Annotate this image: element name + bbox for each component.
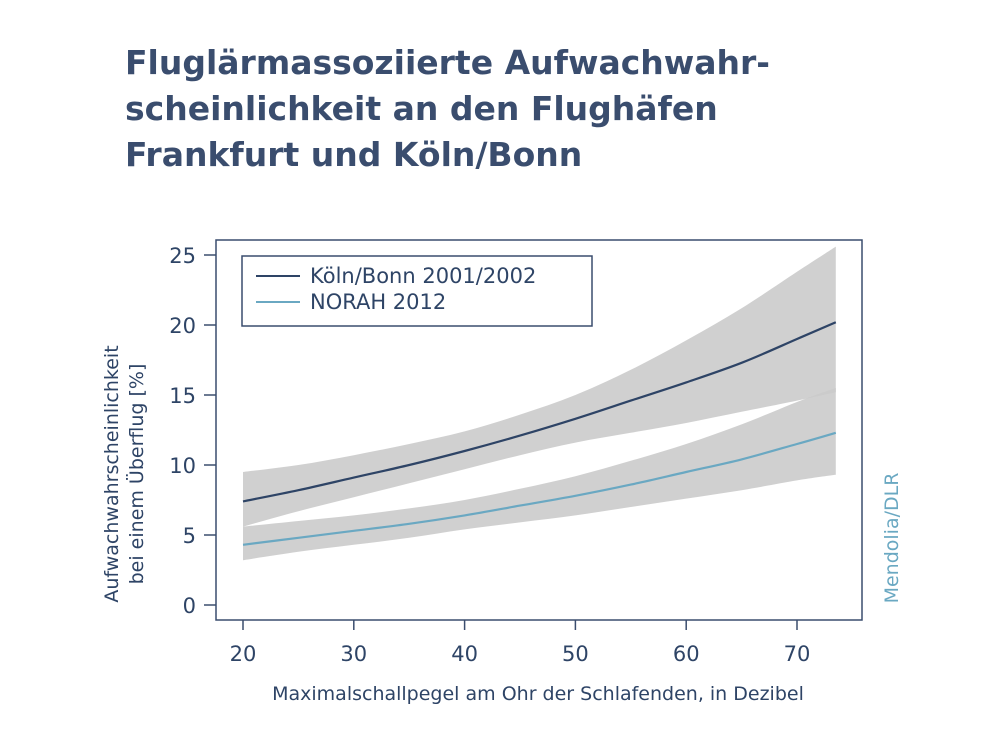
title-line-2: scheinlichkeit an den Flughäfen bbox=[125, 89, 718, 128]
y-tick-label: 15 bbox=[169, 384, 196, 408]
series-lines bbox=[242, 321, 837, 546]
chart-title: Fluglärmassoziierte Aufwachwahr- scheinl… bbox=[125, 40, 945, 178]
x-tick-label: 70 bbox=[784, 642, 811, 666]
confidence-band-norah bbox=[243, 388, 836, 561]
legend-label-norah: NORAH 2012 bbox=[310, 290, 446, 314]
x-tick-label: 60 bbox=[673, 642, 700, 666]
plot-frame bbox=[215, 239, 863, 621]
y-axis-label-line-1: Aufwachwahrscheinlichkeit bbox=[101, 345, 123, 602]
x-tick-label: 40 bbox=[451, 642, 478, 666]
title-line-1: Fluglärmassoziierte Aufwachwahr- bbox=[125, 43, 770, 82]
series-line-norah bbox=[242, 431, 837, 546]
y-tick-label: 25 bbox=[169, 244, 196, 268]
legend: Köln/Bonn 2001/2002 NORAH 2012 bbox=[241, 255, 593, 327]
legend-label-koeln-bonn: Köln/Bonn 2001/2002 bbox=[310, 264, 536, 288]
x-tick-label: 30 bbox=[340, 642, 367, 666]
x-tick-label: 50 bbox=[562, 642, 589, 666]
y-axis-ticks: 0 5 10 15 20 25 bbox=[169, 244, 216, 618]
y-tick-label: 0 bbox=[183, 594, 196, 618]
x-tick-label: 20 bbox=[230, 642, 257, 666]
legend-box bbox=[241, 255, 593, 327]
series-line-koeln-bonn bbox=[242, 321, 837, 503]
x-axis-label: Maximalschallpegel am Ohr der Schlafende… bbox=[272, 683, 804, 705]
y-tick-label: 20 bbox=[169, 314, 196, 338]
confidence-bands bbox=[243, 246, 836, 561]
y-tick-label: 5 bbox=[183, 524, 196, 548]
title-line-3: Frankfurt und Köln/Bonn bbox=[125, 135, 583, 174]
confidence-band-koeln-bonn bbox=[243, 246, 836, 527]
image-credit: Mendolia/DLR bbox=[881, 473, 903, 604]
y-axis-label-line-2: bei einem Überflug [%] bbox=[125, 364, 148, 585]
x-axis-ticks: 20 30 40 50 60 70 bbox=[230, 620, 811, 666]
y-tick-label: 10 bbox=[169, 454, 196, 478]
